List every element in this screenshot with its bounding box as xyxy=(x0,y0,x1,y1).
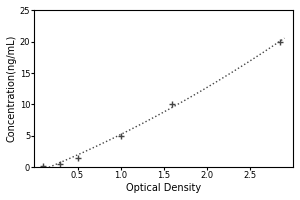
Y-axis label: Concentration(ng/mL): Concentration(ng/mL) xyxy=(7,35,17,142)
X-axis label: Optical Density: Optical Density xyxy=(126,183,201,193)
